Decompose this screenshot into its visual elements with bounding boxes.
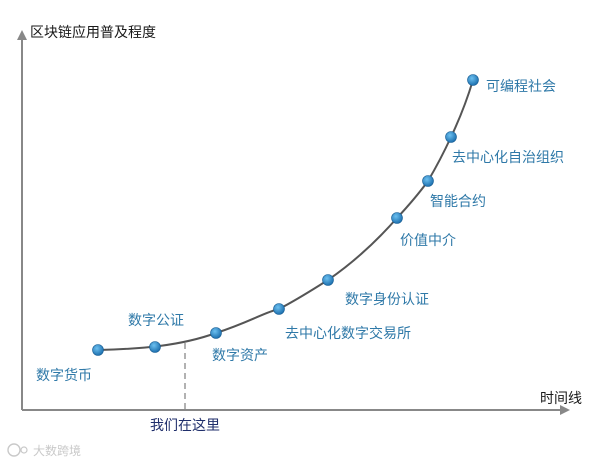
stage-dot [467,74,479,86]
stage-label: 数字公证 [128,313,184,329]
watermark-logo-icon [7,443,28,457]
stage-label: 智能合约 [430,194,486,210]
watermark-text: 大数跨境 [33,443,81,458]
current-position-label: 我们在这里 [150,417,220,434]
stage-label: 可编程社会 [486,79,556,95]
stage-label: 数字货币 [36,367,92,384]
stage-dot [210,327,222,339]
stage-dot [92,344,104,356]
stage-dots [92,74,479,356]
stage-dot [149,341,161,353]
stage-label: 去中心化数字交易所 [285,325,411,342]
stage-label: 数字资产 [212,348,268,364]
stage-dot [322,274,334,286]
x-axis-title: 时间线 [540,391,582,407]
y-axis-title: 区块链应用普及程度 [30,24,156,41]
stage-label: 数字身份认证 [345,292,429,308]
stage-dot [273,303,285,315]
stage-label: 去中心化自治组织 [452,150,564,166]
adoption-curve [97,79,474,351]
stage-dot [391,212,403,224]
stage-dot [445,131,457,143]
stage-label: 价值中介 [400,233,456,249]
watermark: 大数跨境 [7,443,81,458]
stage-dot [422,175,434,187]
